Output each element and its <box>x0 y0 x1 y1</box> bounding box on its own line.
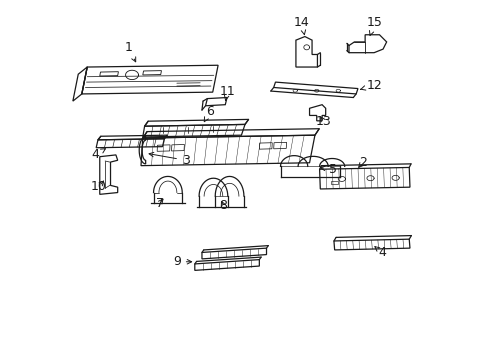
Text: 9: 9 <box>173 255 192 268</box>
Text: 6: 6 <box>204 105 214 122</box>
Text: 2: 2 <box>359 156 367 169</box>
Text: 4: 4 <box>92 148 105 161</box>
Text: 14: 14 <box>294 16 310 35</box>
Text: 11: 11 <box>220 85 236 100</box>
Text: 10: 10 <box>91 180 107 193</box>
Text: 4: 4 <box>375 246 386 259</box>
Text: 1: 1 <box>124 41 136 62</box>
Text: 12: 12 <box>361 79 382 92</box>
Text: 3: 3 <box>149 152 190 167</box>
Text: 15: 15 <box>367 16 383 35</box>
Text: 13: 13 <box>316 116 332 129</box>
Text: 5: 5 <box>320 163 337 176</box>
Text: 8: 8 <box>220 199 227 212</box>
Text: 7: 7 <box>156 197 164 210</box>
